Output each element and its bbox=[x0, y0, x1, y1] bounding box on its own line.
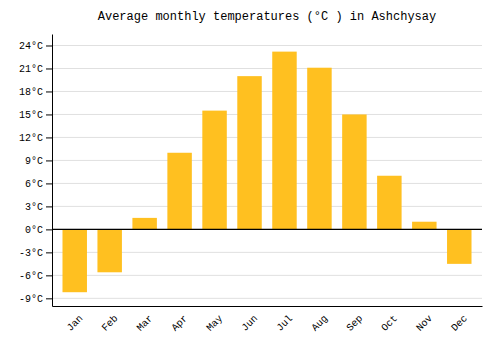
chart-container: -9°C -6°C -3°C 0°C 3°C 6°C 9°C 12°C 15°C 18°C 21°C… bbox=[0, 0, 500, 350]
bars bbox=[62, 52, 471, 293]
y-tick-label: -9°C bbox=[19, 294, 43, 305]
grid-line bbox=[52, 206, 482, 207]
bar bbox=[307, 68, 331, 230]
y-tick-mark bbox=[46, 298, 52, 299]
y-tick: 6°C bbox=[25, 179, 52, 190]
x-tick-label: Jan bbox=[65, 313, 86, 334]
y-tick: -6°C bbox=[19, 271, 52, 282]
x-tick: Mar bbox=[135, 313, 156, 334]
grid-line bbox=[52, 183, 482, 184]
y-tick-mark bbox=[46, 160, 52, 161]
bar bbox=[272, 52, 296, 230]
y-tick: 18°C bbox=[19, 87, 52, 98]
y-tick: 12°C bbox=[19, 133, 52, 144]
title: Average monthly temperatures (°C ) in As… bbox=[98, 10, 436, 24]
y-tick-label: 6°C bbox=[25, 179, 43, 190]
x-tick: Sep bbox=[344, 313, 365, 334]
x-tick: Apr bbox=[170, 313, 191, 334]
y-tick-label: 0°C bbox=[25, 225, 43, 236]
y-axis: -9°C -6°C -3°C 0°C 3°C 6°C 9°C 12°C 15°C 18°C 21°C… bbox=[19, 35, 53, 307]
x-axis-line bbox=[53, 306, 483, 307]
chart: -9°C -6°C -3°C 0°C 3°C 6°C 9°C 12°C 15°C 18°C 21°C… bbox=[0, 0, 500, 350]
y-tick-mark bbox=[46, 68, 52, 69]
x-tick-label: Feb bbox=[100, 313, 121, 334]
y-tick-mark bbox=[46, 275, 52, 276]
grid-line bbox=[52, 114, 482, 115]
y-tick-label: 12°C bbox=[19, 133, 43, 144]
grid-line bbox=[52, 68, 482, 69]
x-tick-label: Dec bbox=[449, 313, 470, 334]
y-tick: 0°C bbox=[25, 225, 52, 236]
bar bbox=[412, 222, 436, 230]
bar bbox=[132, 218, 156, 229]
x-tick-label: Jul bbox=[275, 313, 296, 334]
x-tick: May bbox=[205, 313, 226, 334]
y-tick-mark bbox=[46, 137, 52, 138]
x-tick: Feb bbox=[100, 313, 121, 334]
y-tick-label: -6°C bbox=[19, 271, 43, 282]
x-axis: Jan Feb Mar Apr May Jun Jul Aug Sep Oct Nov Dec bbox=[53, 307, 483, 334]
y-axis-line bbox=[52, 35, 53, 307]
y-tick-label: 15°C bbox=[19, 110, 43, 121]
grid-line bbox=[52, 275, 482, 276]
x-tick-label: Oct bbox=[379, 313, 400, 334]
y-tick-mark bbox=[46, 206, 52, 207]
y-tick-label: 24°C bbox=[19, 41, 43, 52]
y-tick-mark bbox=[46, 183, 52, 184]
y-tick-mark bbox=[46, 114, 52, 115]
x-tick: Jan bbox=[65, 313, 86, 334]
y-tick-label: 3°C bbox=[25, 202, 43, 213]
grid-line bbox=[52, 229, 482, 230]
x-tick: Aug bbox=[310, 313, 331, 334]
x-tick-label: Sep bbox=[344, 313, 365, 334]
y-tick-mark bbox=[46, 252, 52, 253]
bar bbox=[377, 176, 401, 230]
y-tick-label: 21°C bbox=[19, 64, 43, 75]
bar bbox=[97, 229, 121, 272]
x-tick-label: May bbox=[205, 313, 226, 334]
x-tick-label: Jun bbox=[240, 313, 261, 334]
x-tick: Jul bbox=[275, 313, 296, 334]
bar bbox=[167, 153, 191, 230]
bar bbox=[342, 114, 366, 229]
grid bbox=[52, 45, 482, 298]
y-tick-mark bbox=[46, 229, 52, 230]
y-tick-label: 9°C bbox=[25, 156, 43, 167]
baseline bbox=[52, 229, 482, 230]
y-tick: -9°C bbox=[19, 294, 52, 305]
bar bbox=[237, 76, 261, 229]
y-tick: 9°C bbox=[25, 156, 52, 167]
y-tick: 21°C bbox=[19, 64, 52, 75]
x-tick: Nov bbox=[414, 313, 435, 334]
grid-line bbox=[52, 91, 482, 92]
y-tick-mark bbox=[46, 45, 52, 46]
y-tick-mark bbox=[46, 91, 52, 92]
y-tick: 15°C bbox=[19, 110, 52, 121]
grid-line bbox=[52, 45, 482, 46]
x-tick: Jun bbox=[240, 313, 261, 334]
x-tick: Dec bbox=[449, 313, 470, 334]
bar bbox=[447, 229, 471, 263]
bar bbox=[202, 111, 226, 230]
grid-line bbox=[52, 160, 482, 161]
x-tick-label: Apr bbox=[170, 313, 191, 334]
x-tick-label: Aug bbox=[310, 313, 331, 334]
grid-line bbox=[52, 137, 482, 138]
y-tick: -3°C bbox=[19, 248, 52, 259]
plot: -9°C -6°C -3°C 0°C 3°C 6°C 9°C 12°C 15°C 18°C 21°C… bbox=[19, 35, 483, 334]
x-tick: Oct bbox=[379, 313, 400, 334]
y-tick: 3°C bbox=[25, 202, 52, 213]
grid-line bbox=[52, 298, 482, 299]
x-tick-label: Mar bbox=[135, 313, 156, 334]
y-tick-label: 18°C bbox=[19, 87, 43, 98]
x-tick-label: Nov bbox=[414, 313, 435, 334]
y-tick: 24°C bbox=[19, 41, 52, 52]
bar bbox=[62, 229, 86, 292]
y-tick-label: -3°C bbox=[19, 248, 43, 259]
